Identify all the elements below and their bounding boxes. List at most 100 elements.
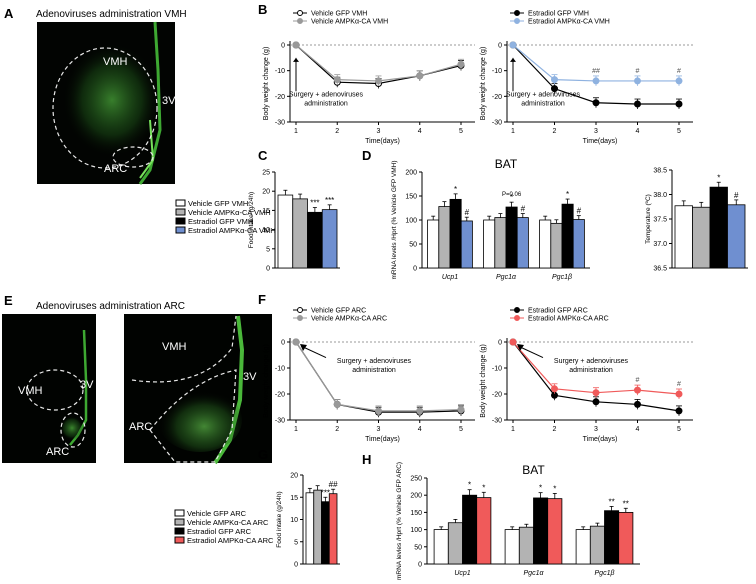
f-left-annotation-arrowhead [300, 344, 307, 351]
panel-h-category-label: Pgc1β [595, 570, 615, 577]
panel-d-bar [449, 198, 462, 269]
f-left-y-tick-label: -10 [275, 366, 285, 373]
b-right-y-tick-label: -30 [492, 120, 502, 127]
f-right-sig-marker: # [677, 381, 681, 388]
panel-c-sig-marker: *** [310, 199, 319, 208]
panel-h-bar [462, 494, 478, 565]
panel-d-y-tick-label: 50 [409, 242, 417, 249]
panel-d-temp-y-tick-label: 38.5 [653, 168, 667, 175]
b-left-data-point [375, 77, 382, 85]
b-right-data-point [675, 100, 683, 108]
panel-letter-e: E [4, 293, 13, 308]
charts-layer: 0 -10 -20 -30 1 2 3 4 5 Time(days) Body weight cha… [248, 10, 748, 580]
f-left-y-tick-label: -30 [275, 418, 285, 425]
panel-d-y-tick-label: 150 [405, 194, 417, 201]
b-left-data-point [416, 72, 424, 80]
panel-c-y-tick-label: 25 [262, 170, 270, 177]
b-right-x-tick-label: 4 [636, 128, 640, 135]
panel-d-category-label: Pgc1α [496, 274, 517, 281]
micrograph-e-right-image: VMH 3V ARC [124, 314, 272, 465]
f-left-legend-marker [297, 307, 303, 313]
b-right-sig-marker: # [636, 68, 640, 75]
panel-c-y-tick-label: 0 [266, 266, 270, 273]
f-left-x-tick-label: 2 [335, 426, 339, 433]
micrograph-e-left-arc-label: ARC [46, 446, 69, 458]
f-right-legend-label: Estradiol AMPKα-CA ARC [528, 316, 609, 323]
b-left-x-tick-label: 1 [294, 128, 298, 135]
f-right-annotation-arrowhead [517, 344, 524, 351]
panel-d-category-label: Ucp1 [442, 274, 458, 281]
f-left-series-line [295, 341, 462, 412]
panel-d-sig-marker: # [577, 207, 582, 216]
b-left-legend-label: Vehicle GFP VMH [311, 11, 367, 18]
b-right-data-point [592, 99, 600, 107]
panel-h-bar [504, 529, 520, 565]
micrograph-e-right-3v-label: 3V [243, 371, 257, 383]
panel-h-bar [533, 497, 549, 565]
panel-d-sig-marker: * [454, 185, 457, 194]
panel-d-temp-y-tick-label: 36.5 [653, 266, 667, 273]
b-left-legend-marker [297, 10, 303, 16]
f-right-sig-marker: # [636, 377, 640, 384]
f-right-x-tick-label: 3 [594, 426, 598, 433]
f-left-data-point [292, 338, 300, 346]
f-right-y-tick-label: -20 [492, 392, 502, 399]
panel-c-y-tick-label: 10 [262, 227, 270, 234]
micrograph-e-right-arc-label: ARC [129, 421, 152, 433]
b-left-x-tick-label: 5 [459, 128, 463, 135]
panel-d-y-tick-label: 200 [405, 170, 417, 177]
b-left-x-tick-label: 3 [377, 128, 381, 135]
panel-h-y-tick-label: 100 [410, 527, 422, 534]
panel-d-bar [494, 217, 507, 269]
b-left-data-point [333, 76, 341, 84]
f-left-x-axis-label: Time(days) [365, 436, 400, 443]
panel-letter-d: D [362, 148, 371, 163]
f-left-legend-marker [297, 315, 303, 321]
b-right-data-point [509, 41, 517, 49]
panel-d-temp-y-tick-label: 37.5 [653, 217, 667, 224]
f-left-y-tick-label: -20 [275, 392, 285, 399]
panel-letter-f: F [258, 292, 266, 307]
f-right-legend-label: Estradiol GFP ARC [528, 308, 588, 315]
panel-d-temp-bar [727, 204, 746, 269]
panel-d-bar [572, 219, 585, 269]
f-right-y-tick-label: -30 [492, 418, 502, 425]
panel-h-bar [433, 529, 449, 565]
panel-h-sig-marker: ** [623, 499, 629, 508]
b-right-legend-marker [514, 18, 520, 24]
panel-d-title: BAT [495, 157, 518, 171]
f-right-annotation-line1: Surgery + adenoviruses [554, 358, 629, 365]
panel-letter-b: B [258, 2, 267, 17]
f-right-y-tick-label: -10 [492, 366, 502, 373]
b-right-y-tick-label: 0 [498, 43, 502, 50]
f-left-annotation-line2: administration [352, 367, 396, 374]
b-left-y-tick-label: -20 [275, 94, 285, 101]
panel-h-category-label: Pgc1α [524, 570, 545, 577]
panel-d-bar [561, 203, 574, 269]
panel-h-bar [575, 529, 591, 565]
b-right-x-tick-label: 2 [553, 128, 557, 135]
panel-h-sig-marker: * [539, 484, 542, 493]
f-left-x-tick-label: 5 [459, 426, 463, 433]
b-right-x-tick-label: 3 [594, 128, 598, 135]
panel-h-bar [518, 526, 534, 565]
f-right-data-point [509, 338, 517, 346]
f-left-data-point [457, 406, 465, 414]
b-right-legend-marker [514, 10, 520, 16]
legend-arc-item: Estradiol AMPKα-CA ARC [187, 536, 274, 545]
f-left-annotation-line1: Surgery + adenoviruses [337, 358, 412, 365]
f-left-x-tick-label: 1 [294, 426, 298, 433]
b-left-y-tick-label: 0 [281, 43, 285, 50]
panel-d-temp-bar [709, 186, 728, 269]
panel-h-y-tick-label: 0 [418, 562, 422, 569]
f-right-data-point [675, 390, 683, 398]
panel-h-bar [447, 522, 463, 565]
panel-d-bar [438, 206, 451, 269]
panel-g-bar [321, 501, 330, 565]
panel-c-bar [321, 209, 338, 269]
b-left-annotation-arrowhead [293, 57, 299, 62]
panel-d-pvalue: P=0.06 [502, 192, 522, 198]
legend-vmh-item: Vehicle GFP VMH [188, 199, 248, 208]
b-right-y-axis-label: Body weight change (g) [480, 47, 487, 121]
panel-h-sig-marker: * [553, 484, 556, 493]
